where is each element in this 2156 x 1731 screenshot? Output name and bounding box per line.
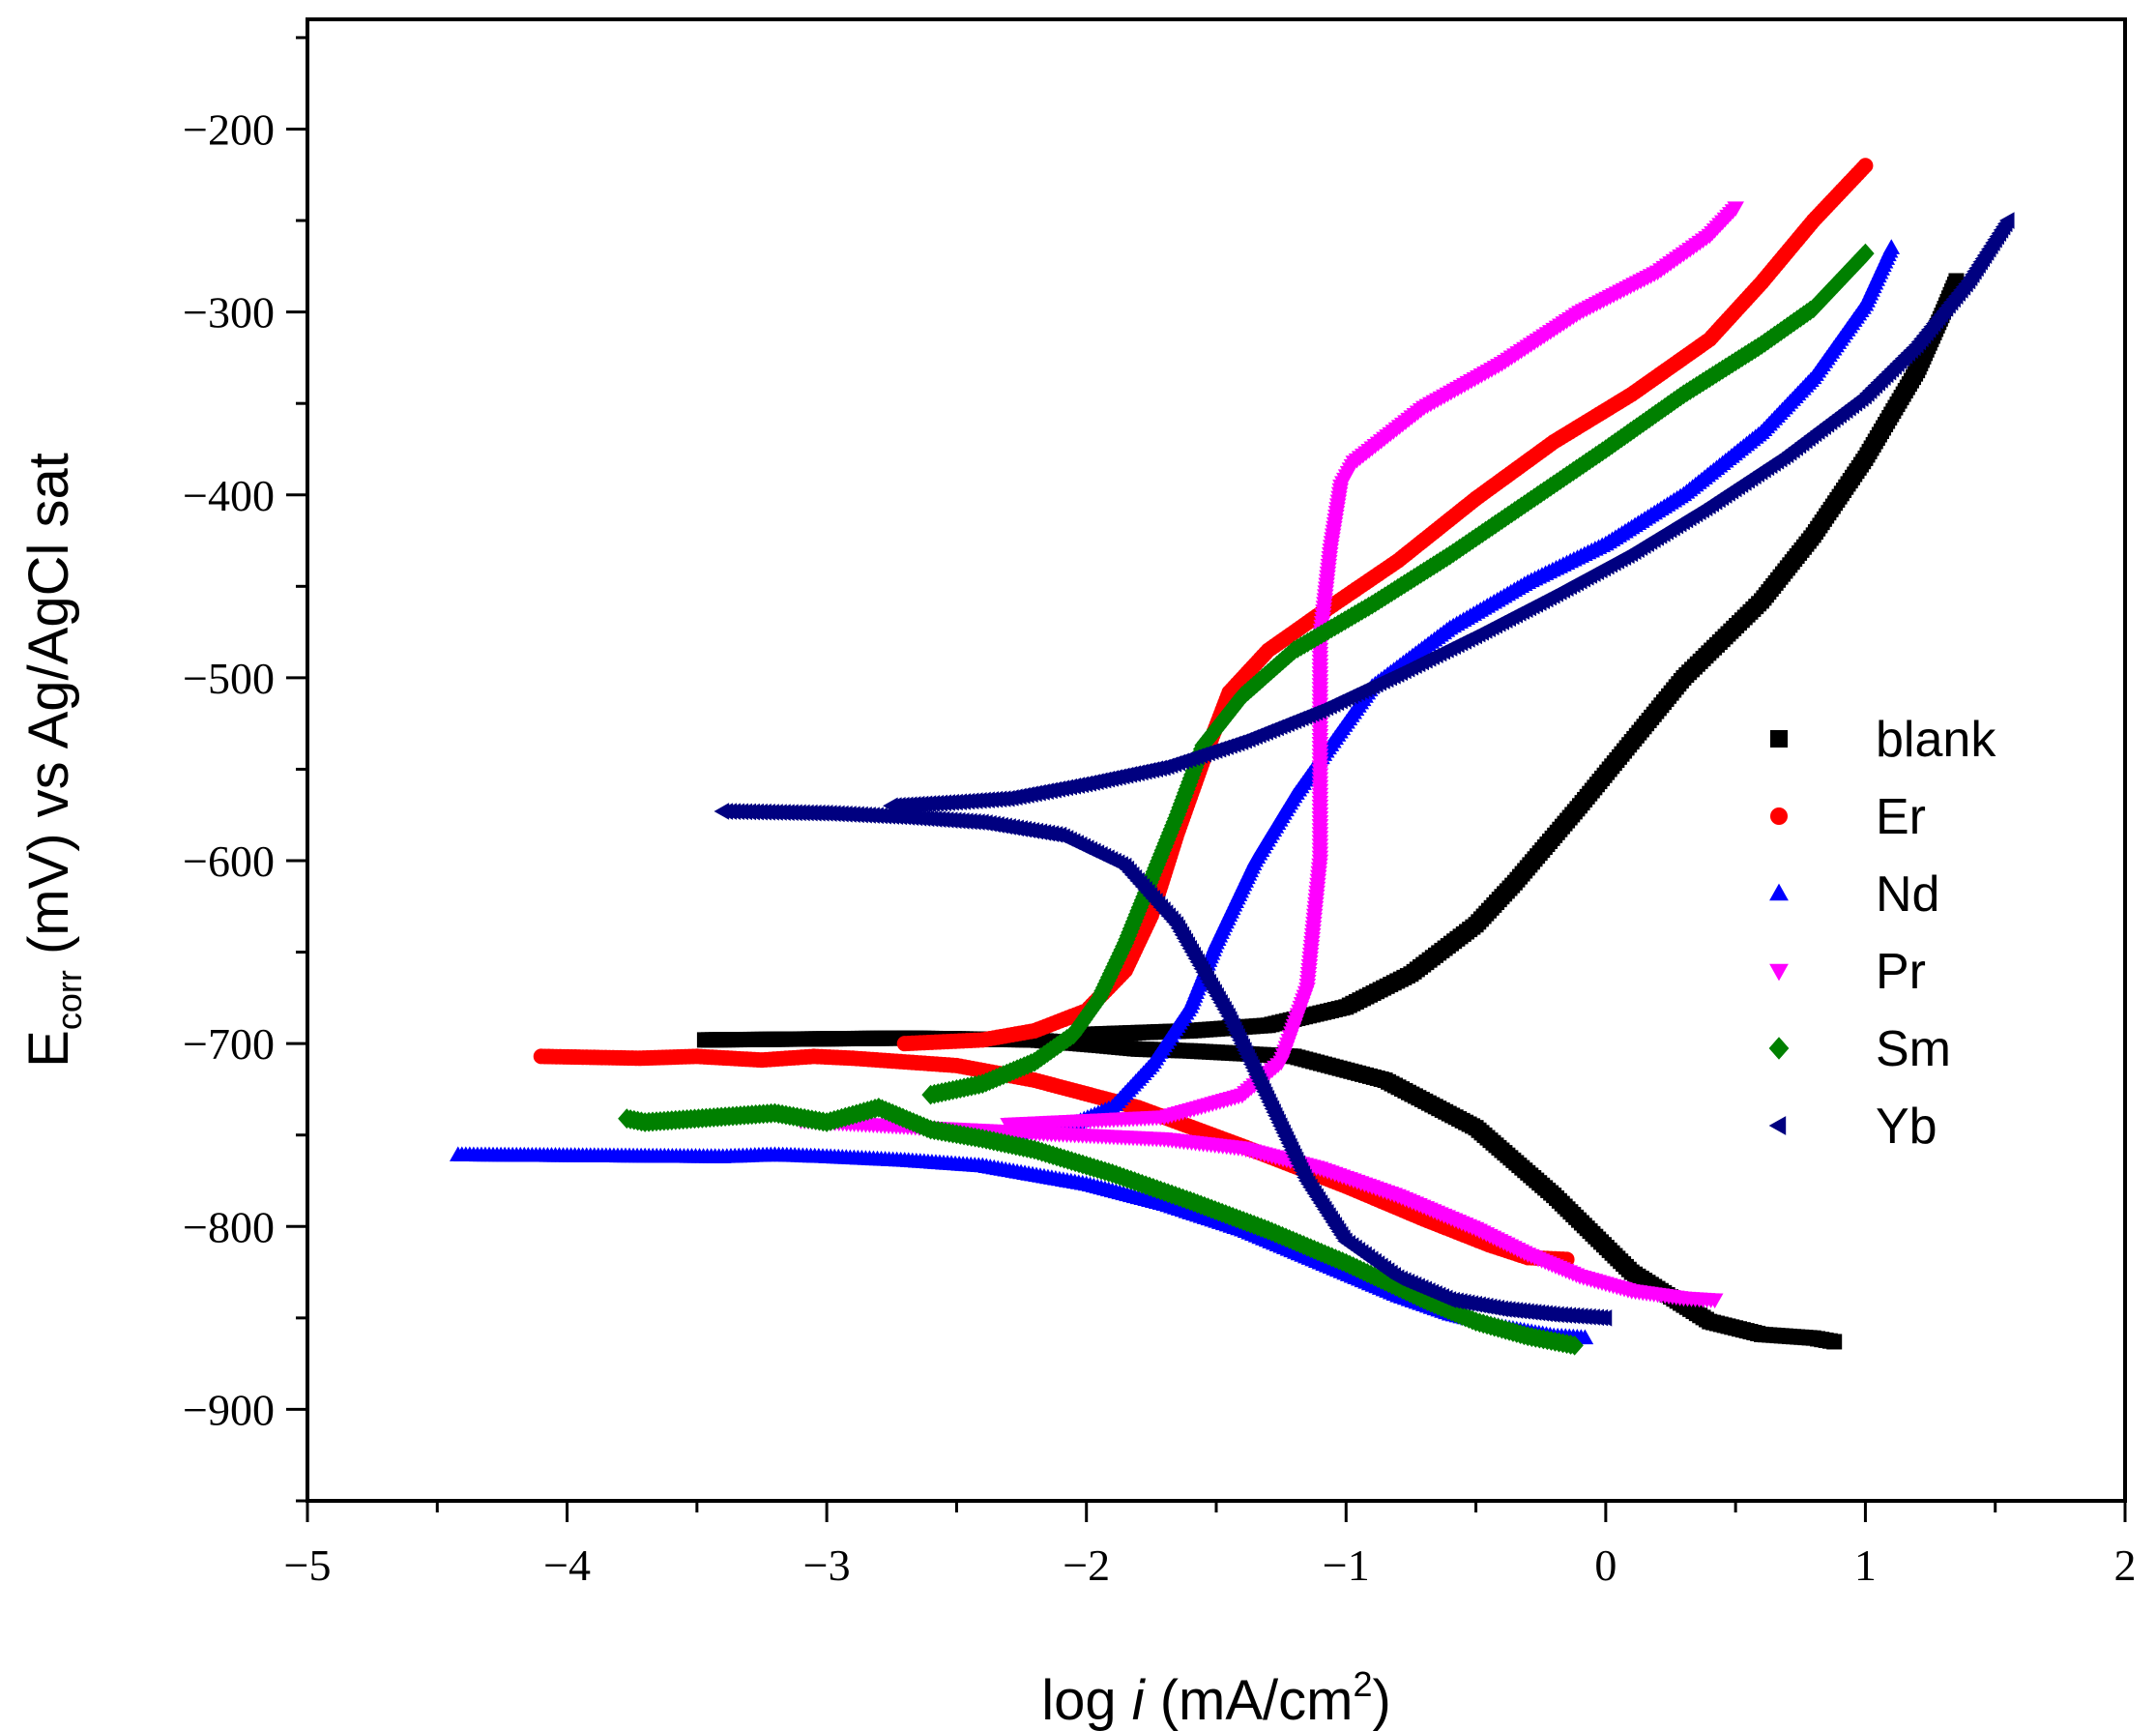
data-point <box>1596 1309 1613 1327</box>
series-yb <box>714 212 2015 1327</box>
legend-marker-blank <box>1770 730 1788 748</box>
y-tick-label: −600 <box>183 836 275 886</box>
legend: blank Er Nd Pr Sm Yb <box>1768 712 1996 1155</box>
data-point <box>1576 1329 1594 1345</box>
series-yb-anodic <box>883 212 2015 815</box>
y-axis: −900 −800 −700 −600 −500 −400 −300 −200 <box>183 36 307 1503</box>
legend-label-pr: Pr <box>1876 944 1926 1000</box>
x-axis-title-unit: (mA/cm <box>1145 1669 1354 1731</box>
series-blank-anodic <box>1078 273 1965 1042</box>
x-tick-label: −2 <box>1063 1540 1110 1590</box>
legend-label-blank: blank <box>1876 712 1996 768</box>
legend-marker-sm <box>1768 1037 1790 1060</box>
x-tick-label: 0 <box>1594 1540 1617 1590</box>
data-point <box>1856 243 1875 264</box>
y-tick-label: −400 <box>183 471 275 520</box>
legend-marker-yb <box>1768 1116 1787 1135</box>
legend-marker-er <box>1770 807 1788 825</box>
data-point <box>1857 158 1874 174</box>
y-axis-title-rest: (mV) vs Ag/AgCl sat <box>17 453 80 970</box>
data-point <box>1705 1293 1724 1309</box>
x-axis-title-prefix: log <box>1041 1669 1132 1731</box>
x-axis-title: log i (mA/cm2) <box>1041 1664 1391 1731</box>
y-tick-label: −900 <box>183 1385 275 1434</box>
data-point <box>1565 1335 1584 1356</box>
series-nd-cathodic <box>449 1146 1594 1345</box>
y-tick-label: −300 <box>183 288 275 337</box>
y-tick-label: −500 <box>183 654 275 703</box>
series-nd <box>449 239 1901 1345</box>
data-point <box>1998 212 2015 229</box>
x-tick-label: 2 <box>2114 1540 2137 1590</box>
x-tick-label: −5 <box>284 1540 332 1590</box>
y-axis-title-main: E <box>17 1030 80 1068</box>
series-pr-anodic <box>1000 201 1744 1133</box>
data-series <box>449 158 2015 1356</box>
data-point <box>1727 201 1744 218</box>
series-sm <box>618 243 1875 1356</box>
plot-frame <box>306 17 2127 1503</box>
y-tick-label: −200 <box>183 104 275 154</box>
legend-label-yb: Yb <box>1876 1099 1937 1155</box>
series-yb-cathodic <box>714 803 1613 1327</box>
data-point <box>1826 1334 1843 1350</box>
y-axis-title: Ecorr (mV) vs Ag/AgCl sat <box>17 453 89 1068</box>
series-sm-cathodic <box>618 1097 1584 1356</box>
x-axis-title-italic: i <box>1132 1669 1147 1731</box>
x-tick-label: 1 <box>1854 1540 1877 1590</box>
legend-label-er: Er <box>1876 789 1926 845</box>
legend-marker-nd <box>1769 883 1789 901</box>
x-axis-title-superscript: 2 <box>1353 1664 1372 1704</box>
x-tick-label: −4 <box>543 1540 591 1590</box>
legend-label-sm: Sm <box>1876 1021 1951 1077</box>
legend-label-nd: Nd <box>1876 866 1939 923</box>
legend-marker-pr <box>1769 963 1789 982</box>
y-tick-label: −800 <box>183 1202 275 1251</box>
x-axis: −5 −4 −3 −2 −1 0 1 2 <box>284 1501 2137 1590</box>
y-axis-title-subscript: corr <box>49 970 89 1030</box>
series-nd-anodic <box>1000 239 1901 1142</box>
y-tick-label: −700 <box>183 1019 275 1069</box>
series-sm-anodic <box>921 243 1875 1105</box>
x-axis-title-close: ) <box>1372 1669 1390 1731</box>
x-tick-label: −1 <box>1323 1540 1370 1590</box>
x-tick-label: −3 <box>803 1540 851 1590</box>
data-point <box>1882 239 1901 254</box>
series-pr <box>792 201 1744 1309</box>
